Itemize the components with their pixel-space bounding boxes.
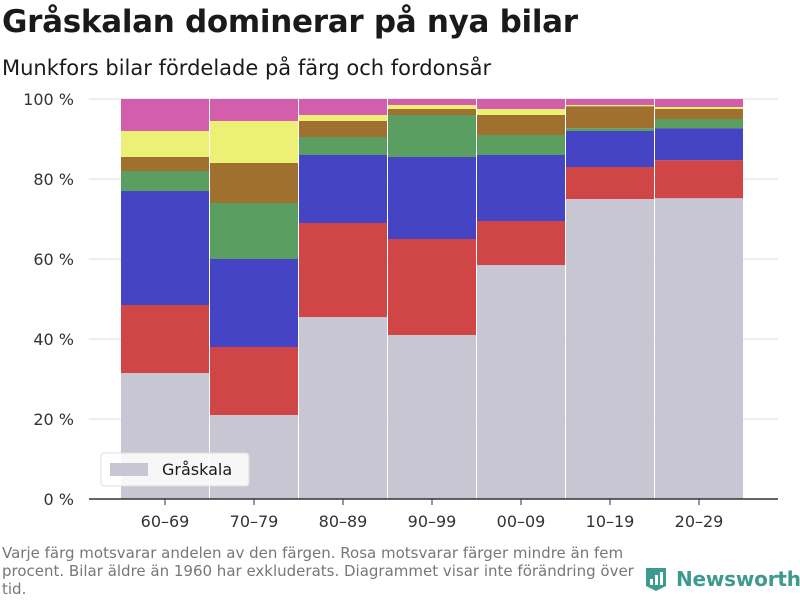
bar-segment <box>655 99 743 107</box>
bar-segment <box>655 109 743 119</box>
bar-segment <box>388 105 476 109</box>
bar-segment <box>477 99 565 109</box>
newsworthy-logo-icon <box>646 568 666 591</box>
bar-segment <box>299 223 387 317</box>
y-tick-label: 80 % <box>33 170 74 189</box>
y-tick-label: 40 % <box>33 330 74 349</box>
bar-segment <box>388 99 476 105</box>
brand-name: Newsworthy <box>676 567 800 591</box>
bar-segment <box>388 109 476 115</box>
bar-segment <box>566 131 654 167</box>
bar-segment <box>566 167 654 199</box>
bar-segment <box>299 137 387 155</box>
bar-segment <box>477 109 565 115</box>
y-tick-label: 100 % <box>23 90 74 109</box>
bar-segment <box>210 347 298 415</box>
x-tick-label: 00–09 <box>497 512 546 531</box>
chart-subtitle: Munkfors bilar fördelade på färg och for… <box>2 56 492 80</box>
bar-segment <box>388 115 476 157</box>
bar-segment <box>121 191 209 305</box>
bar-segment <box>566 199 654 499</box>
x-tick-label: 90–99 <box>408 512 457 531</box>
bar-segment <box>477 221 565 265</box>
bar-segment <box>299 317 387 499</box>
bar-segment <box>566 99 654 105</box>
bar-segment <box>121 171 209 191</box>
x-tick-label: 80–89 <box>319 512 368 531</box>
chart-footnote: Varje färg motsvarar andelen av den färg… <box>2 544 634 598</box>
chart-title: Gråskalan dominerar på nya bilar <box>2 4 578 40</box>
bar-segment <box>477 265 565 499</box>
bar-segment <box>477 155 565 221</box>
bar-segment <box>566 128 654 131</box>
bar-segment <box>388 157 476 239</box>
bar-segment <box>299 121 387 137</box>
bar-segment <box>210 99 298 121</box>
bar-segment <box>388 239 476 335</box>
bar-segment <box>566 105 654 107</box>
y-tick-label: 0 % <box>44 490 74 509</box>
x-tick-label: 10–19 <box>586 512 635 531</box>
brand[interactable]: Newsworthy <box>644 566 800 592</box>
bar-segment <box>655 160 743 199</box>
y-tick-label: 20 % <box>33 410 74 429</box>
x-tick-label: 60–69 <box>141 512 190 531</box>
bar-segment <box>121 157 209 171</box>
x-tick-label: 70–79 <box>230 512 279 531</box>
bar-segment <box>299 115 387 121</box>
y-tick-label: 60 % <box>33 250 74 269</box>
bar-segment <box>121 305 209 373</box>
bar-segment <box>210 121 298 163</box>
bar-segment <box>121 99 209 131</box>
bar-segment <box>210 203 298 259</box>
bar-segment <box>299 99 387 115</box>
x-tick-label: 20–29 <box>675 512 724 531</box>
bar-segment <box>477 115 565 135</box>
bar-segment <box>655 128 743 161</box>
legend-box <box>100 452 250 487</box>
bar-segment <box>477 135 565 155</box>
legend-label: Gråskala <box>162 460 232 479</box>
bar-segment <box>388 335 476 499</box>
bar-segment <box>655 107 743 109</box>
bar-segment <box>566 106 654 129</box>
bar-segment <box>655 119 743 129</box>
bar-segment <box>121 131 209 157</box>
bar-segment <box>655 198 743 499</box>
bar-segment <box>210 259 298 347</box>
legend-swatch <box>110 463 148 476</box>
bar-segment <box>210 163 298 203</box>
bar-segment <box>299 155 387 223</box>
